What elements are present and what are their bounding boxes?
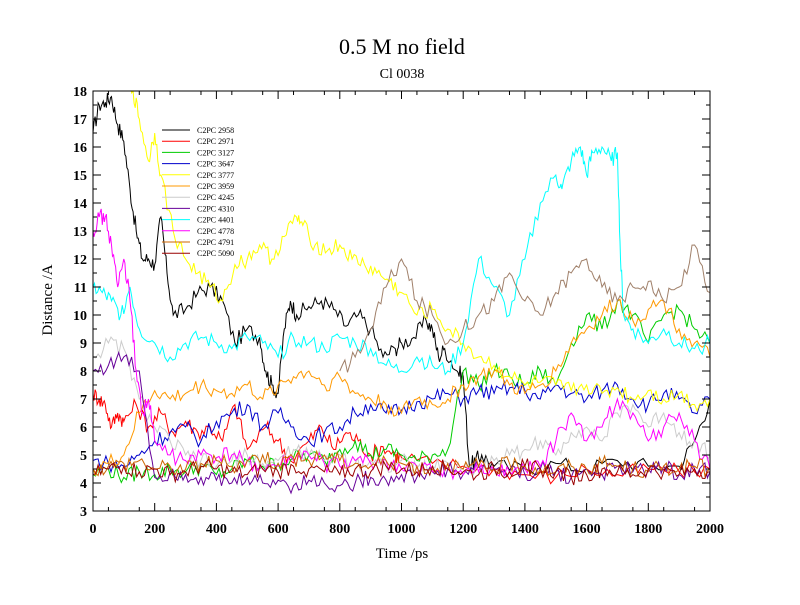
- x-axis-label: Time /ps: [376, 546, 429, 562]
- legend: C2PC 2958 C2PC 2971 C2PC 3127 C2PC 3647 C2PC…: [162, 126, 234, 258]
- legend-label: C2PC 4791: [197, 238, 234, 247]
- series-line-c2pc-4778: [93, 208, 710, 481]
- y-tick-label: 3: [80, 505, 87, 520]
- x-tick-label: 2000: [696, 522, 724, 537]
- legend-label: C2PC 2971: [197, 137, 234, 146]
- y-tick-label: 10: [73, 309, 87, 324]
- series-line-c2pc-4791: [93, 449, 710, 478]
- y-tick-label: 16: [73, 141, 87, 156]
- chart-title: 0.5 M no field: [339, 34, 465, 59]
- series-line-c2pc-2958: [93, 92, 710, 476]
- y-tick-label: 13: [73, 225, 87, 240]
- y-tick-label: 12: [73, 253, 87, 268]
- y-tick-label: 15: [73, 169, 87, 184]
- legend-label: C2PC 3647: [197, 160, 234, 169]
- y-tick-label: 11: [74, 281, 87, 296]
- legend-label: C2PC 4245: [197, 193, 234, 202]
- x-tick-label: 0: [90, 522, 97, 537]
- y-tick-label: 14: [73, 197, 87, 212]
- series-line-c2pc-5090: [93, 457, 710, 486]
- y-axis-label: Distance /A: [40, 264, 56, 335]
- legend-label: C2PC 2958: [197, 126, 234, 135]
- x-tick-label: 1600: [573, 522, 601, 537]
- y-tick-label: 17: [73, 113, 87, 128]
- axes-layer: 0 200 400 600 800 1000 1200 1400 1600 1800 2000 3 4 5…: [73, 85, 724, 537]
- series-line-extra: [339, 244, 710, 373]
- legend-label: C2PC 3959: [197, 182, 234, 191]
- x-tick-label: 1800: [634, 522, 662, 537]
- series-line-c2pc-3647: [93, 379, 710, 474]
- legend-label: C2PC 3777: [197, 171, 234, 180]
- x-tick-label: 1200: [449, 522, 477, 537]
- legend-label: C2PC 4401: [197, 216, 234, 225]
- series-line-c2pc-4310: [93, 351, 710, 495]
- y-tick-label: 6: [80, 421, 87, 436]
- y-tick-label: 18: [73, 85, 87, 100]
- legend-label: C2PC 4310: [197, 204, 234, 213]
- x-tick-label: 1000: [388, 522, 416, 537]
- legend-label: C2PC 3127: [197, 148, 234, 157]
- legend-label: C2PC 4778: [197, 227, 234, 236]
- chart-subtitle: Cl 0038: [380, 67, 425, 82]
- y-tick-label: 5: [80, 449, 87, 464]
- y-tick-label: 7: [80, 393, 87, 408]
- series-line-c2pc-3777: [130, 91, 710, 413]
- x-tick-label: 800: [329, 522, 350, 537]
- series-layer: [93, 91, 710, 495]
- x-tick-label: 1400: [511, 522, 539, 537]
- x-tick-label: 200: [144, 522, 165, 537]
- legend-label: C2PC 5090: [197, 249, 234, 258]
- series-line-c2pc-4401: [93, 145, 710, 376]
- series-line-c2pc-3959: [93, 298, 710, 477]
- x-tick-label: 600: [268, 522, 289, 537]
- y-tick-label: 4: [80, 477, 87, 492]
- series-line-c2pc-4245: [93, 336, 710, 477]
- y-tick-label: 8: [80, 365, 87, 380]
- y-tick-label: 9: [80, 337, 87, 352]
- x-tick-label: 400: [206, 522, 227, 537]
